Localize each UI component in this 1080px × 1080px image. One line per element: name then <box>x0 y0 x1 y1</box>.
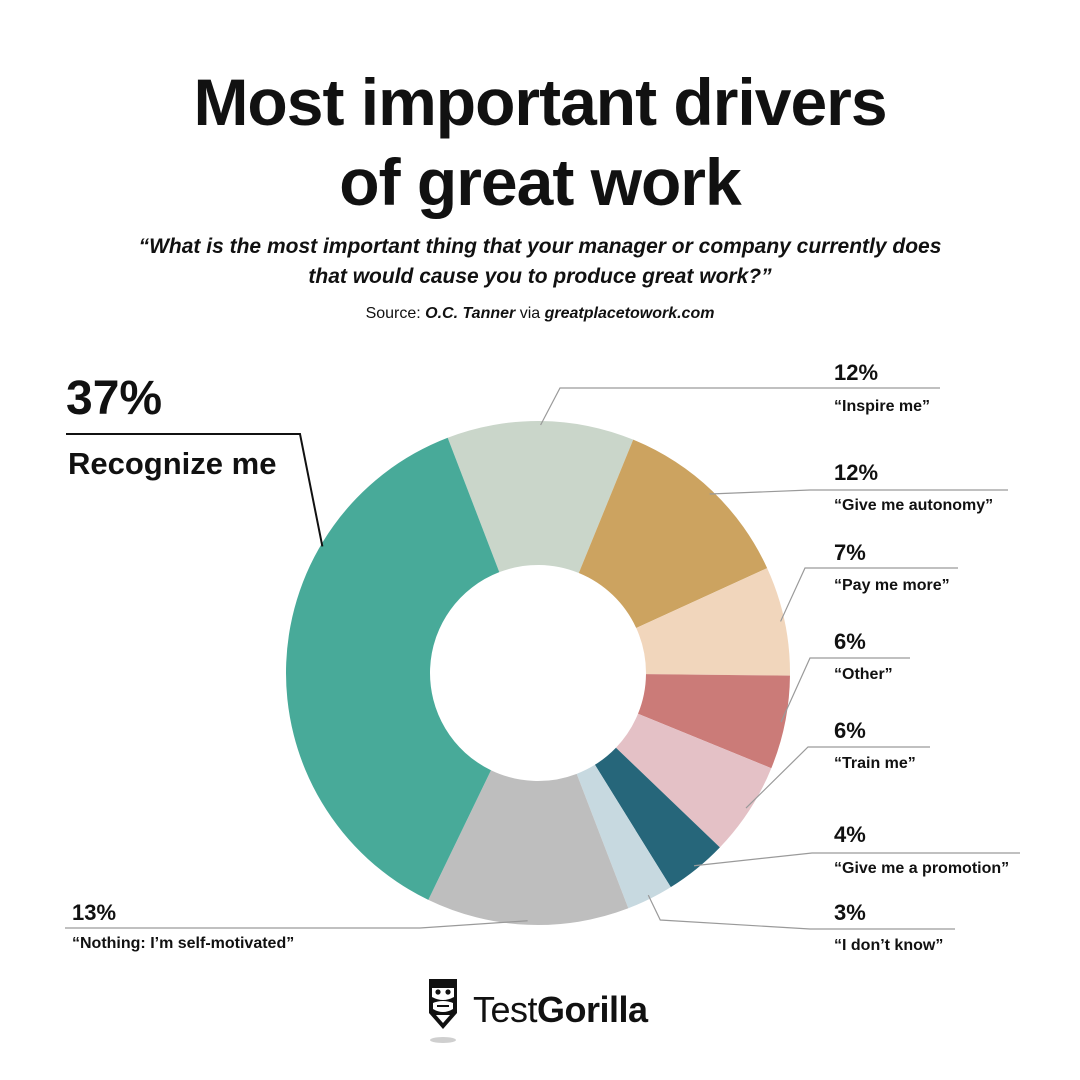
survey-question: “What is the most important thing that y… <box>138 235 942 288</box>
category-label-other: “Other” <box>834 666 893 683</box>
category-label-pay-me-more: “Pay me more” <box>834 577 950 594</box>
slice-other <box>637 674 790 769</box>
leader-line-inspire-me <box>540 387 940 426</box>
category-label-inspire-me: “Inspire me” <box>834 398 930 415</box>
category-label-train-me: “Train me” <box>834 755 916 772</box>
source-prefix: Source: <box>365 305 421 322</box>
value-label-inspire-me: 12% <box>834 360 878 385</box>
category-label-give-me-autonomy: “Give me autonomy” <box>834 497 993 514</box>
category-label-recognize-me: Recognize me <box>68 446 276 481</box>
leader-line-pay-me-more <box>780 567 958 622</box>
slice-train-me <box>615 713 772 848</box>
slice-give-me-autonomy <box>578 439 768 629</box>
category-label-give-me-a-promotion: “Give me a promotion” <box>834 860 1009 877</box>
title-line-2: of great work <box>339 145 741 219</box>
leader-line-give-me-a-promotion <box>694 852 1020 867</box>
title-line-1: Most important drivers <box>193 65 887 139</box>
source-line: Source: O.C. Tanner via greatplacetowork… <box>0 305 1080 323</box>
leader-line-train-me <box>745 746 930 809</box>
slice-pay-me-more <box>636 568 790 676</box>
value-label-pay-me-more: 7% <box>834 540 866 565</box>
slice-inspire-me <box>447 421 634 574</box>
slice-recognize-me <box>286 437 500 900</box>
leader-line-other <box>780 657 910 723</box>
leader-line-recognize-me <box>66 433 324 547</box>
value-label-give-me-autonomy: 12% <box>834 460 878 485</box>
chart-title: Most important drivers of great work <box>0 62 1080 222</box>
leader-line-give-me-autonomy <box>709 489 1008 495</box>
category-label-nothing-i-m-self-motivated: “Nothing: I’m self-motivated” <box>72 935 294 952</box>
value-label-recognize-me: 37% <box>66 372 162 425</box>
category-label-i-don-t-know: “I don’t know” <box>834 937 943 954</box>
slice-nothing-i-m-self-motivated <box>428 770 629 926</box>
value-label-train-me: 6% <box>834 718 866 743</box>
gorilla-icon <box>429 979 457 1043</box>
brand-name-light: Test <box>473 989 538 1030</box>
source-site: greatplacetowork.com <box>544 305 715 322</box>
value-label-give-me-a-promotion: 4% <box>834 822 866 847</box>
value-label-other: 6% <box>834 629 866 654</box>
source-via: via <box>519 305 541 322</box>
leader-line-nothing-i-m-self-motivated <box>65 920 528 929</box>
slice-give-me-a-promotion <box>594 747 720 888</box>
source-org: O.C. Tanner <box>425 305 516 322</box>
brand-name: TestGorilla <box>473 989 648 1031</box>
leader-line-i-don-t-know <box>647 894 955 930</box>
slice-i-don-t-know <box>576 764 671 909</box>
value-label-nothing-i-m-self-motivated: 13% <box>72 900 116 925</box>
value-label-i-don-t-know: 3% <box>834 900 866 925</box>
brand-name-bold: Gorilla <box>537 989 648 1030</box>
testgorilla-logo: TestGorilla <box>423 975 648 1045</box>
